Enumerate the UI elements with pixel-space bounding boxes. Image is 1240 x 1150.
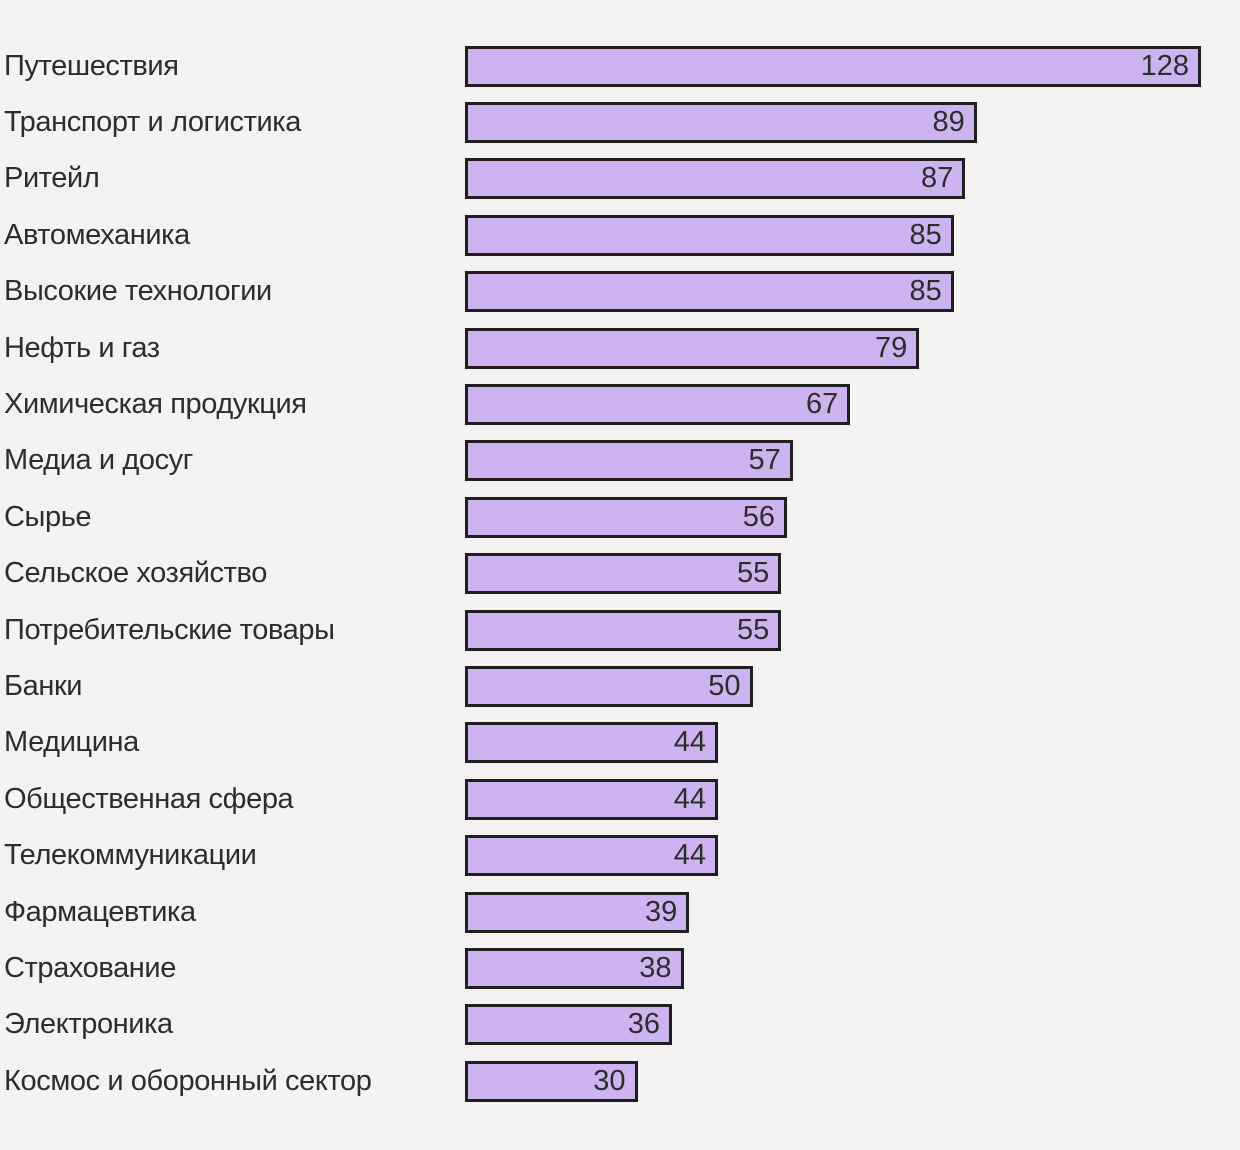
chart-row: Потребительские товары 55 <box>0 602 1240 658</box>
category-label: Медиа и досуг <box>4 446 193 476</box>
chart-row: Банки 50 <box>0 658 1240 714</box>
value-label: 50 <box>708 669 741 702</box>
category-label: Нефть и газ <box>4 333 160 363</box>
category-label: Высокие технологии <box>4 277 272 307</box>
bar: 44 <box>465 835 718 877</box>
category-label: Электроника <box>4 1010 173 1040</box>
value-label: 39 <box>644 895 678 928</box>
value-label: 89 <box>932 106 965 139</box>
category-label: Автомеханика <box>4 220 190 250</box>
bar: 67 <box>465 384 851 426</box>
bar: 55 <box>465 553 782 595</box>
category-label: Медицина <box>4 728 139 758</box>
category-label: Сырье <box>4 502 92 532</box>
chart-row: Ритейл 87 <box>0 151 1240 207</box>
category-label: Телекоммуникации <box>4 841 257 871</box>
chart-row: Общественная сфера 44 <box>0 771 1240 827</box>
horizontal-bar-chart: Путешествия 128 Транспорт и логистика 89 Рит… <box>0 38 1240 1109</box>
chart-row: Электроника 36 <box>0 997 1240 1053</box>
bar: 44 <box>465 778 718 820</box>
value-label: 85 <box>909 218 942 251</box>
value-label: 56 <box>742 500 775 533</box>
category-label: Потребительские товары <box>4 615 335 645</box>
bar: 56 <box>465 496 787 538</box>
category-label: Сельское хозяйство <box>4 559 267 589</box>
chart-row: Транспорт и логистика 89 <box>0 94 1240 150</box>
value-label: 85 <box>909 275 942 308</box>
category-label: Страхование <box>4 953 176 983</box>
value-label: 44 <box>673 726 706 759</box>
chart-row: Сельское хозяйство 55 <box>0 546 1240 602</box>
bar: 55 <box>465 609 782 651</box>
value-label: 44 <box>673 839 706 872</box>
bar: 85 <box>465 271 954 313</box>
bar: 39 <box>465 891 690 933</box>
category-label: Ритейл <box>4 164 100 194</box>
chart-row: Нефть и газ 79 <box>0 320 1240 376</box>
category-label: Банки <box>4 671 83 701</box>
chart-row: Сырье 56 <box>0 489 1240 545</box>
category-label: Фармацевтика <box>4 897 196 927</box>
value-label: 57 <box>748 444 781 477</box>
value-label: 87 <box>920 162 954 195</box>
bar: 89 <box>465 102 977 144</box>
value-label: 128 <box>1140 49 1189 82</box>
bar: 79 <box>465 327 920 369</box>
bar: 85 <box>465 214 954 256</box>
value-label: 38 <box>639 951 672 984</box>
value-label: 67 <box>805 388 839 421</box>
category-label: Космос и оборонный сектор <box>4 1066 372 1096</box>
bar: 36 <box>465 1004 672 1046</box>
bar: 30 <box>465 1060 638 1102</box>
chart-row: Медицина 44 <box>0 715 1240 771</box>
value-label: 55 <box>736 557 770 590</box>
value-label: 30 <box>593 1064 626 1097</box>
category-label: Химическая продукция <box>4 390 307 420</box>
bar: 44 <box>465 722 718 764</box>
bar: 87 <box>465 158 966 200</box>
chart-row: Путешествия 128 <box>0 38 1240 94</box>
bar: 57 <box>465 440 793 482</box>
chart-row: Космос и оборонный сектор 30 <box>0 1053 1240 1109</box>
chart-row: Страхование 38 <box>0 940 1240 996</box>
value-label: 79 <box>874 331 908 364</box>
value-label: 36 <box>627 1008 660 1041</box>
chart-row: Телекоммуникации 44 <box>0 827 1240 883</box>
category-label: Транспорт и логистика <box>4 108 301 138</box>
chart-row: Автомеханика 85 <box>0 207 1240 263</box>
chart-row: Высокие технологии 85 <box>0 264 1240 320</box>
chart-row: Фармацевтика 39 <box>0 884 1240 940</box>
chart-row: Медиа и досуг 57 <box>0 433 1240 489</box>
bar: 128 <box>465 45 1201 87</box>
value-label: 55 <box>736 613 770 646</box>
bar: 50 <box>465 665 753 707</box>
bar: 38 <box>465 947 684 989</box>
category-label: Общественная сфера <box>4 784 294 814</box>
category-label: Путешествия <box>4 51 179 81</box>
chart-row: Химическая продукция 67 <box>0 376 1240 432</box>
value-label: 44 <box>673 782 706 815</box>
